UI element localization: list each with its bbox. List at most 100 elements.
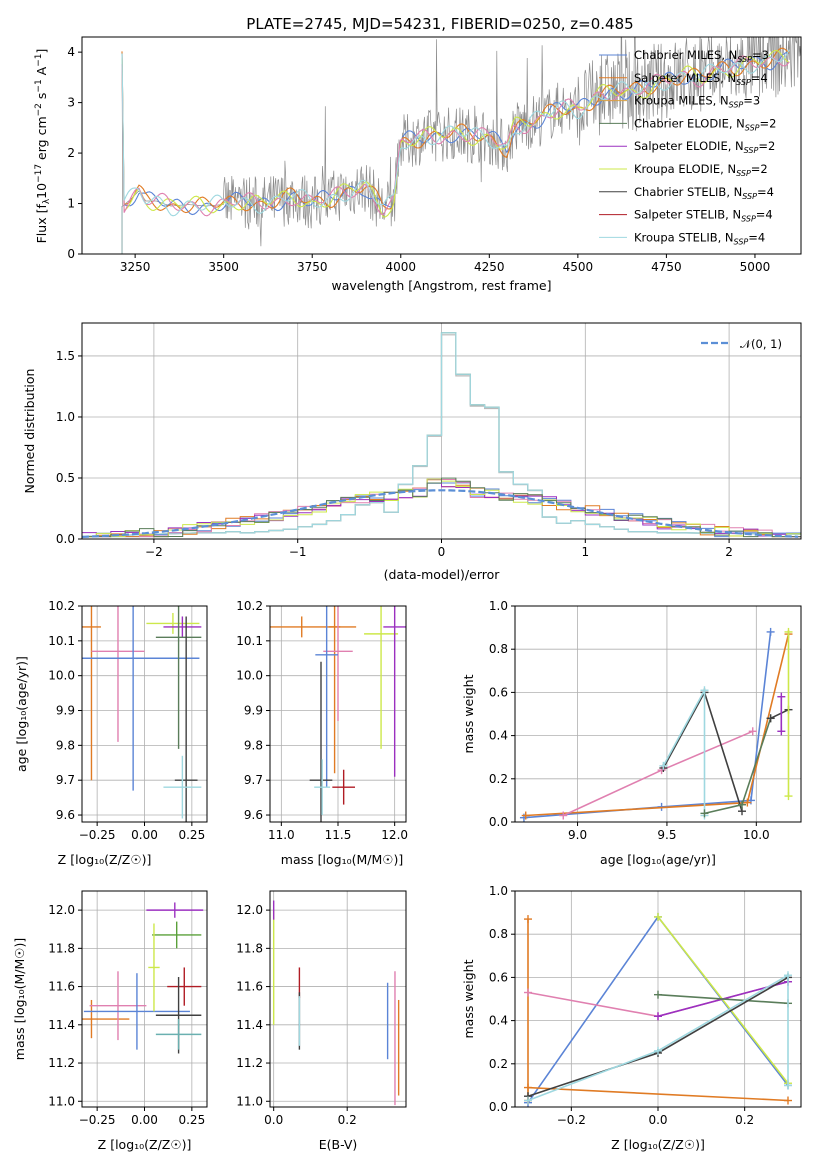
error-bar-point [314, 759, 331, 816]
error-bar-point [163, 755, 202, 819]
x-tick-label: 0.25 [178, 828, 205, 842]
spectrum-model-line [121, 52, 790, 216]
y-tick-label: 9.8 [244, 738, 263, 752]
y-tick-label: 0.4 [489, 1014, 508, 1028]
series-marker [743, 798, 752, 807]
y-tick-label: 11.2 [236, 1056, 263, 1070]
axes-frame [269, 890, 407, 1108]
plot-area [519, 627, 793, 822]
series-marker [784, 1096, 792, 1105]
x-tick-label: 2 [725, 545, 733, 559]
error-bar-point [364, 606, 399, 749]
y-tick-label: 1.0 [489, 884, 508, 898]
y-tick-label: 11.6 [48, 980, 75, 994]
y-tick-label: 0.6 [489, 970, 508, 984]
series-marker [766, 627, 775, 636]
series-marker [654, 1012, 662, 1021]
y-tick-label: 9.6 [56, 808, 75, 822]
panel-age_vs_Z: −0.25 0.00 0.25 9.6 9.7 9.8 9.9 10.0 10.1 10.2 Z [… [14, 599, 208, 867]
series-marker [654, 1046, 662, 1055]
y-tick-label: 0.2 [489, 772, 508, 786]
x-tick-label: 0.2 [338, 1113, 357, 1127]
x-axis-label: Z [log₁₀(Z/Z☉)] [98, 1137, 192, 1152]
error-bar-point [82, 606, 200, 791]
x-tick-label: 10.0 [743, 828, 770, 842]
x-tick-label: 3250 [120, 260, 151, 274]
series-marker [524, 1083, 532, 1092]
series-marker [654, 990, 662, 999]
series-marker [521, 811, 530, 820]
series-marker [784, 971, 792, 980]
y-tick-label: 1.0 [489, 599, 508, 613]
normal-curve [82, 489, 799, 538]
x-tick-label: 11.5 [325, 828, 352, 842]
series-marker [524, 988, 532, 997]
y-tick-label: 11.2 [48, 1056, 75, 1070]
y-tick-label: 3 [67, 96, 75, 110]
plot-area [270, 606, 406, 822]
error-bar-point [332, 769, 355, 805]
y-tick-label: 0.0 [56, 532, 75, 546]
x-tick-label: 0.0 [648, 1113, 667, 1127]
y-tick-label: 9.9 [56, 704, 75, 718]
x-tick-label: 0.25 [178, 1113, 205, 1127]
y-tick-label: 0.2 [489, 1057, 508, 1071]
y-tick-label: 0.0 [489, 815, 508, 829]
error-bar-point [83, 973, 190, 1050]
series-line [523, 631, 772, 819]
spectrum-model-line [121, 49, 790, 217]
y-axis-label: mass weight [461, 674, 476, 753]
error-bar-point [152, 921, 202, 949]
x-tick-label: 0.2 [735, 1113, 754, 1127]
x-tick-label: 12.0 [381, 828, 408, 842]
error-bar-point [309, 661, 333, 822]
legend-label: Salpeter ELODIE, NSSP=2 [634, 139, 775, 155]
series-marker [524, 915, 532, 924]
y-tick-label: 9.9 [244, 704, 263, 718]
series-line [770, 708, 789, 720]
panel-mass_weight_vs_age: 9.0 9.5 10.0 0.0 0.2 0.4 0.6 0.8 1.0 age [log₁₀(a… [461, 599, 802, 867]
y-tick-label: 0.8 [489, 927, 508, 941]
axes-frame [81, 36, 802, 255]
x-axis-label: Z [log₁₀(Z/Z☉)] [611, 1137, 705, 1152]
x-axis-label: age [log₁₀(age/yr)] [600, 852, 716, 867]
y-tick-label: 4 [67, 45, 75, 59]
y-tick-label: 12.0 [48, 903, 75, 917]
y-tick-label: 12.0 [236, 903, 263, 917]
x-tick-label: 11.0 [268, 828, 295, 842]
series-marker [777, 692, 786, 701]
y-tick-label: 9.7 [56, 773, 75, 787]
axes-frame [514, 605, 802, 823]
y-axis-label: Normed distribution [22, 369, 37, 494]
x-tick-label: −1 [289, 545, 307, 559]
series-marker [748, 727, 757, 736]
series-marker [777, 727, 786, 736]
x-axis-label: wavelength [Angstrom, rest frame] [331, 278, 551, 293]
y-tick-label: 11.4 [236, 1018, 263, 1032]
plot-area [82, 902, 204, 1054]
axes-frame [81, 890, 208, 1108]
y-tick-label: 10.1 [48, 634, 75, 648]
y-axis-label: Flux [fλ10−17 erg cm−2 s−1 A−1] [34, 49, 52, 244]
error-bar-point [146, 902, 204, 918]
y-tick-label: 10.1 [236, 634, 263, 648]
series-marker [784, 792, 793, 801]
y-tick-label: 0.0 [489, 1100, 508, 1114]
y-tick-label: 11.8 [48, 941, 75, 955]
legend-label: Salpeter MILES, NSSP=4 [634, 71, 768, 87]
error-bar-point [155, 1019, 202, 1050]
series-marker [784, 627, 793, 636]
x-tick-label: 9.5 [657, 828, 676, 842]
series-marker [700, 809, 709, 818]
x-tick-label: −2 [145, 545, 163, 559]
plot-area [272, 900, 400, 1106]
axes-frame [269, 605, 407, 823]
y-tick-label: 11.6 [236, 980, 263, 994]
error-bar-point [315, 606, 338, 788]
series-marker [700, 686, 709, 695]
y-tick-label: 11.8 [236, 941, 263, 955]
y-tick-label: 2 [67, 146, 75, 160]
x-tick-label: 4750 [651, 260, 682, 274]
legend-label: Kroupa MILES, NSSP=3 [634, 94, 760, 110]
